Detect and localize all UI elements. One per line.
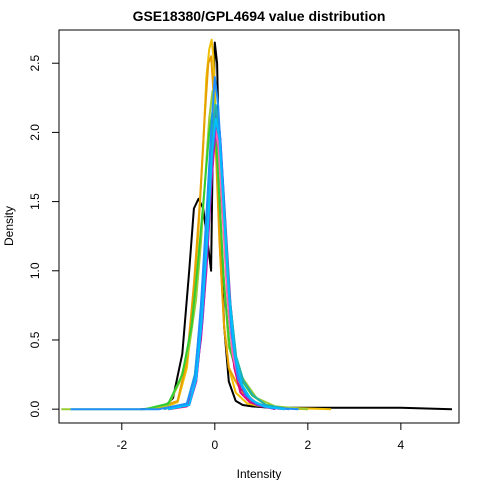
x-tick-label: -2 bbox=[116, 438, 127, 452]
series-line-12 bbox=[70, 76, 299, 411]
y-axis: 0.0 0.5 1.0 1.5 2.0 2.5 bbox=[28, 55, 60, 418]
x-tick-label: 2 bbox=[304, 438, 311, 452]
y-tick-label: 0.0 bbox=[28, 400, 42, 417]
series-line-13 bbox=[168, 117, 285, 411]
series-line-5 bbox=[144, 110, 290, 411]
series-layer bbox=[61, 38, 453, 411]
y-tick-label: 2.0 bbox=[28, 124, 42, 141]
series-line-2 bbox=[158, 38, 332, 411]
x-tick-label: 0 bbox=[211, 438, 218, 452]
y-tick-label: 1.0 bbox=[28, 262, 42, 279]
y-tick-label: 0.5 bbox=[28, 331, 42, 348]
y-axis-label: Density bbox=[2, 206, 16, 246]
plot-frame bbox=[58, 29, 460, 424]
chart-title: GSE18380/GPL4694 value distribution bbox=[133, 8, 386, 24]
x-tick-label: 4 bbox=[398, 438, 405, 452]
y-tick-label: 2.5 bbox=[28, 55, 42, 72]
x-axis: -2 0 2 4 bbox=[116, 422, 405, 452]
y-tick-label: 1.5 bbox=[28, 193, 42, 210]
x-axis-label: Intensity bbox=[237, 467, 282, 480]
